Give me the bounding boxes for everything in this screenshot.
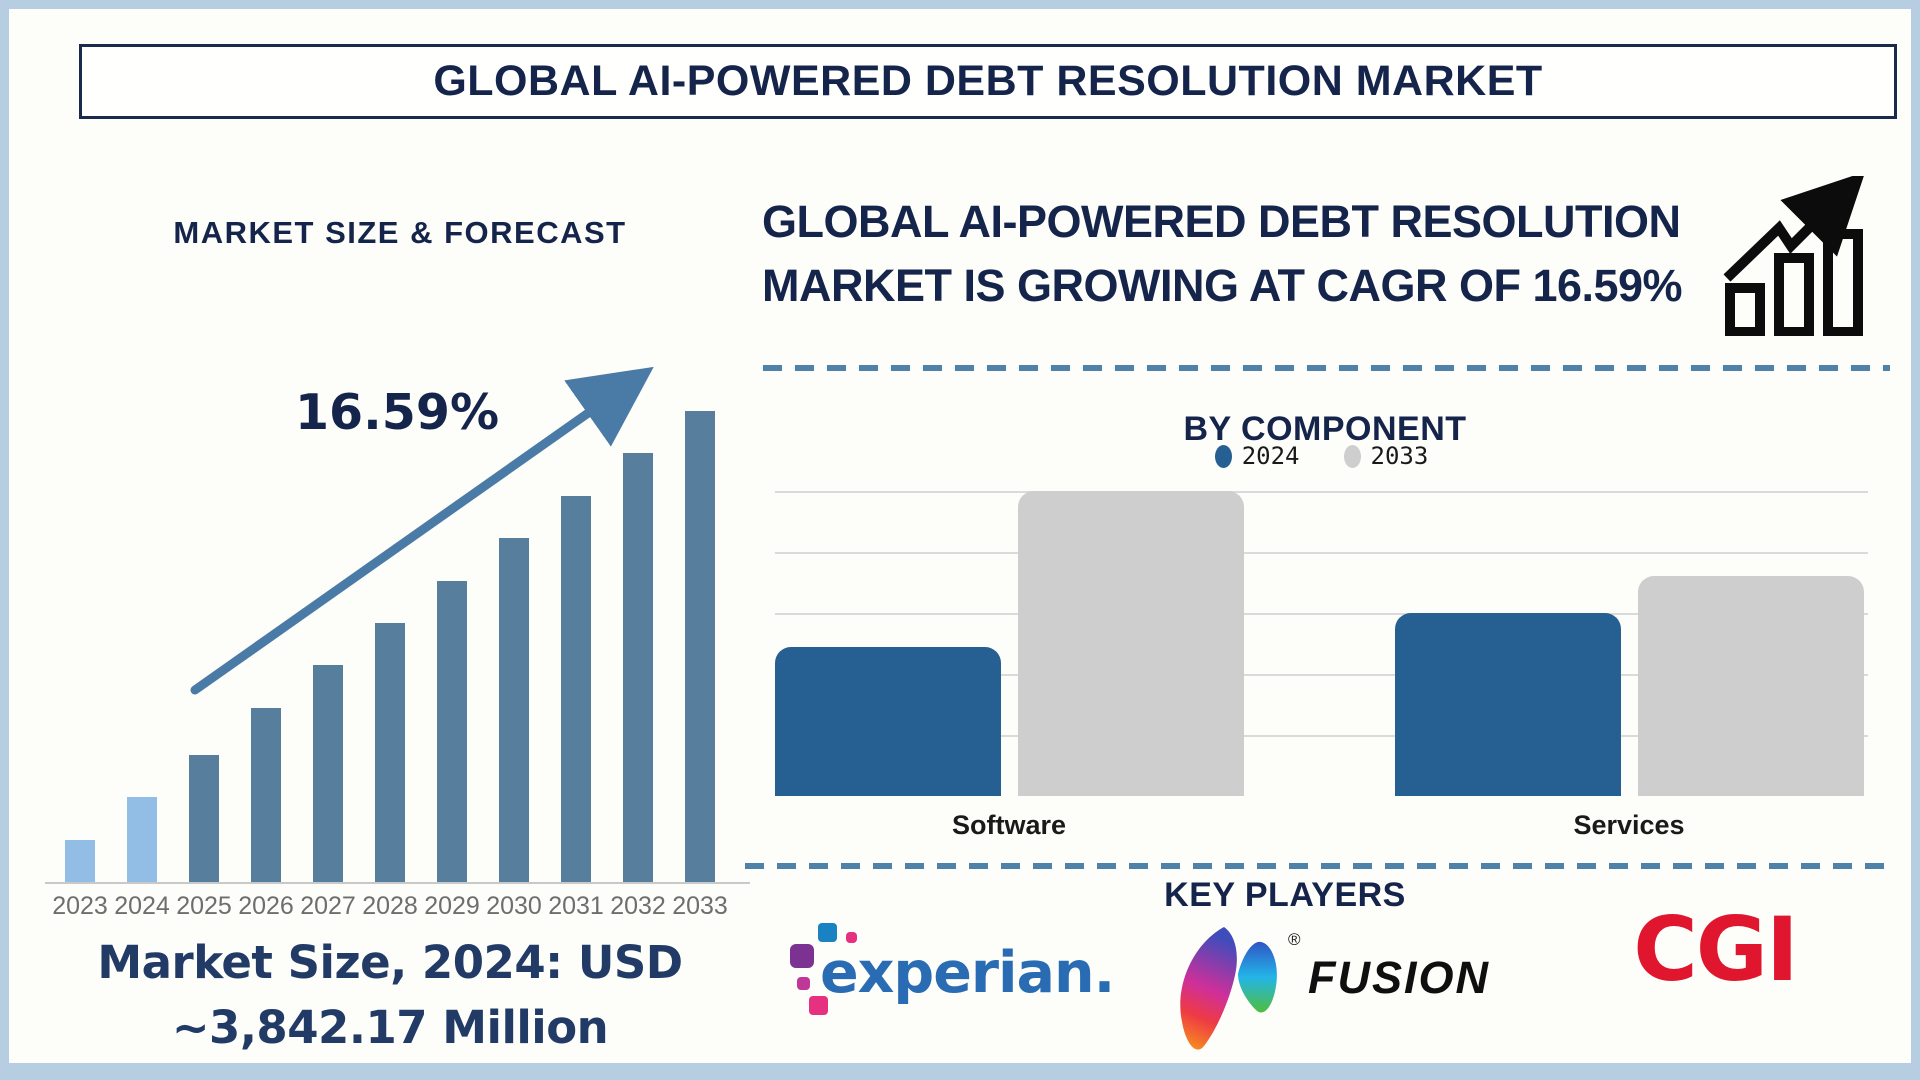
- forecast-heading: MARKET SIZE & FORECAST: [173, 215, 627, 250]
- market-size-note-line2: ~3,842.17 Million: [171, 1001, 609, 1054]
- title-box: GLOBAL AI-POWERED DEBT RESOLUTION MARKET: [79, 44, 1897, 119]
- dashed-divider-top: [763, 365, 1890, 371]
- forecast-bar-column: [173, 755, 235, 882]
- forecast-bar-column: [545, 496, 607, 882]
- forecast-bar-2026: [251, 708, 281, 882]
- forecast-year-label-2031: 2031: [548, 892, 604, 920]
- trend-arrow-icon: [190, 366, 654, 695]
- page-title: GLOBAL AI-POWERED DEBT RESOLUTION MARKET: [433, 57, 1543, 105]
- experian-square-purple: [790, 944, 814, 968]
- forecast-bar-column: [297, 665, 359, 882]
- legend-item-2024: 2024: [1214, 442, 1300, 470]
- gridline: [775, 735, 1868, 737]
- component-category-labels: Software Services: [775, 810, 1868, 844]
- component-bar-software-2024: [775, 647, 1001, 796]
- forecast-year-label-2029: 2029: [424, 892, 480, 920]
- legend-label-2024: 2024: [1241, 442, 1300, 470]
- forecast-year-label-2025: 2025: [176, 892, 232, 920]
- forecast-year-axis: 2023 2024 2025 2026 2027 2028 2029 2030 2031 2032…: [49, 892, 731, 921]
- gridline: [775, 613, 1868, 615]
- forecast-bar-column: [111, 797, 173, 882]
- experian-logo: experian.: [820, 940, 1115, 1006]
- forecast-year-label-2027: 2027: [300, 892, 356, 920]
- experian-square-pink-sm: [846, 932, 857, 943]
- forecast-year-label-2028: 2028: [362, 892, 418, 920]
- forecast-bar-2031: [561, 496, 591, 882]
- key-players-title: KEY PLAYERS: [1164, 876, 1406, 914]
- legend-item-2033: 2033: [1343, 442, 1429, 470]
- forecast-year-label-2032: 2032: [610, 892, 666, 920]
- forecast-year-label-2023: 2023: [52, 892, 108, 920]
- forecast-bar-column: [483, 538, 545, 882]
- forecast-bar-column: [607, 453, 669, 882]
- forecast-bar-2028: [375, 623, 405, 882]
- category-label-services: Services: [1573, 810, 1685, 840]
- forecast-year-label-2030: 2030: [486, 892, 542, 920]
- fusion-logo-mark: [1180, 927, 1277, 1050]
- gridline: [775, 491, 1868, 493]
- cagr-label: 16.59%: [294, 384, 500, 441]
- forecast-bar-2030: [499, 538, 529, 882]
- forecast-x-axis: [45, 882, 750, 884]
- experian-square-pink: [809, 996, 828, 1015]
- cagr-headline: GLOBAL AI-POWERED DEBT RESOLUTION MARKET…: [762, 190, 1752, 318]
- legend-swatch-2033: [1343, 444, 1361, 468]
- forecast-year-label-2026: 2026: [238, 892, 294, 920]
- growth-chart-icon: [1723, 176, 1866, 336]
- forecast-bar-2025: [189, 755, 219, 882]
- cgi-logo: CGI: [1633, 898, 1799, 1001]
- dashed-divider-bottom: [745, 863, 1890, 869]
- component-legend: 2024 2033: [775, 442, 1868, 470]
- component-section-title: BY COMPONENT: [1183, 410, 1467, 448]
- experian-square-magenta-sm: [797, 977, 810, 990]
- forecast-bar-2032: [623, 453, 653, 882]
- market-size-note: Market Size, 2024: USD ~3,842.17 Million: [40, 930, 740, 1060]
- forecast-bar-2024: [127, 797, 157, 882]
- legend-swatch-2024: [1214, 444, 1232, 468]
- forecast-year-label-2033: 2033: [672, 892, 728, 920]
- forecast-bar-2027: [313, 665, 343, 882]
- forecast-bar-column: [359, 623, 421, 882]
- gridline: [775, 674, 1868, 676]
- component-bar-services-2024: [1395, 613, 1621, 796]
- market-size-forecast-chart: [49, 411, 731, 882]
- forecast-bar-column: [669, 411, 731, 882]
- forecast-bar-2023: [65, 840, 95, 882]
- component-bar-services-2033: [1638, 576, 1864, 796]
- legend-label-2033: 2033: [1370, 442, 1429, 470]
- forecast-bar-2033: [685, 411, 715, 882]
- forecast-bar-column: [235, 708, 297, 882]
- forecast-year-label-2024: 2024: [114, 892, 170, 920]
- forecast-bar-2029: [437, 581, 467, 882]
- forecast-bar-column: [49, 840, 111, 882]
- forecast-bar-column: [421, 581, 483, 882]
- category-label-software: Software: [951, 810, 1067, 840]
- component-bar-software-2033: [1018, 491, 1244, 796]
- experian-square-blue: [818, 923, 837, 942]
- cagr-headline-line1: GLOBAL AI-POWERED DEBT RESOLUTION: [762, 196, 1681, 247]
- gridline: [775, 552, 1868, 554]
- component-chart: [775, 491, 1868, 796]
- cagr-headline-line2: MARKET IS GROWING AT CAGR OF 16.59%: [762, 260, 1683, 311]
- fusion-logo: FUSION: [1308, 952, 1491, 1003]
- experian-logo-marks: [788, 920, 870, 1020]
- fusion-trademark: ®: [1288, 930, 1301, 949]
- market-size-note-line1: Market Size, 2024: USD: [97, 936, 683, 989]
